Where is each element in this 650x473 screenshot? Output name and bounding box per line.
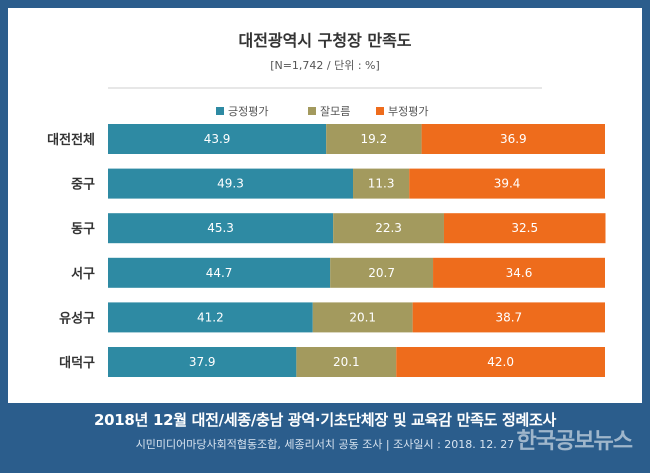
bar-value-label-2-1: 39.4 [494,177,521,191]
bar-value-label-2-2: 32.5 [511,221,538,235]
bar-group: 대전전체 43.9 19.2 36.9 중구 49.3 11.3 39.4 동구 45.3 22.3… [47,124,606,377]
bar-value-label-2-4: 38.7 [495,310,522,324]
bar-2-5 [396,347,605,377]
bar-value-label-1-0: 19.2 [361,132,388,146]
watermark-logo: 한국공보뉴스 [516,429,633,454]
legend-swatch-2 [376,107,384,115]
bar-value-label-0-0: 43.9 [204,132,231,146]
bar-0-5 [108,347,297,377]
bar-value-label-1-3: 20.7 [368,266,395,280]
footer-title: 2018년 12월 대전/세종/충남 광역·기초단체장 및 교육감 만족도 정례… [93,411,557,429]
chart-subtitle: [N=1,742 / 단위 : %] [270,59,380,72]
bar-value-label-1-2: 22.3 [375,221,402,235]
chart-title: 대전광역시 구청장 만족도 [238,31,411,50]
bar-0-3 [108,257,331,288]
legend-swatch-1 [308,107,316,115]
legend-label-1: 잘모름 [320,105,350,118]
footer-banner: 2018년 12월 대전/세종/충남 광역·기초단체장 및 교육감 만족도 정례… [0,403,650,473]
bar-1-1 [353,168,410,199]
bar-0-4 [108,302,313,333]
bar-2-4 [412,302,605,333]
stacked-bar-chart: 대전광역시 구청장 만족도 [N=1,742 / 단위 : %] 긍정평가 잘모름… [47,31,606,377]
category-label-0: 대전전체 [47,132,95,148]
bar-value-label-1-4: 20.1 [349,310,376,324]
bar-value-label-2-0: 36.9 [500,132,527,146]
bar-value-label-0-3: 44.7 [206,266,233,280]
category-label-4: 유성구 [59,311,95,326]
bar-1-3 [330,257,434,288]
bar-value-label-2-3: 34.6 [506,266,533,280]
bar-0-1 [108,168,354,199]
bar-value-label-2-5: 42.0 [487,355,514,369]
bar-1-0 [326,124,422,154]
chart-card: 대전광역시 구청장 만족도 [N=1,742 / 단위 : %] 긍정평가 잘모름… [8,8,642,403]
category-label-1: 중구 [71,178,95,193]
bar-1-4 [312,302,413,333]
bar-1-2 [333,213,444,244]
category-label-3: 서구 [71,267,95,282]
bar-2-3 [433,257,605,288]
category-label-5: 대덕구 [59,355,95,371]
legend-label-2: 부정평가 [388,105,428,118]
bar-value-label-0-2: 45.3 [207,221,234,235]
bar-0-2 [108,213,334,244]
bar-value-label-0-5: 37.9 [189,355,216,369]
footer-subtitle: 시민미디어마당사회적협동조합, 세종리서치 공동 조사 | 조사일시 : 201… [135,438,515,451]
legend-label-0: 긍정평가 [228,105,268,118]
category-label-2: 동구 [71,222,95,237]
legend-swatch-0 [216,107,224,115]
bar-1-5 [296,347,397,377]
bar-value-label-0-1: 49.3 [217,177,244,191]
chart-legend: 긍정평가 잘모름 부정평가 [216,105,428,118]
bar-value-label-0-4: 41.2 [197,310,224,324]
bar-value-label-1-1: 11.3 [368,177,395,191]
bar-2-2 [443,213,606,244]
bar-2-0 [421,124,605,154]
bar-0-0 [108,124,327,154]
bar-value-label-1-5: 20.1 [333,355,360,369]
bar-2-1 [409,168,605,199]
